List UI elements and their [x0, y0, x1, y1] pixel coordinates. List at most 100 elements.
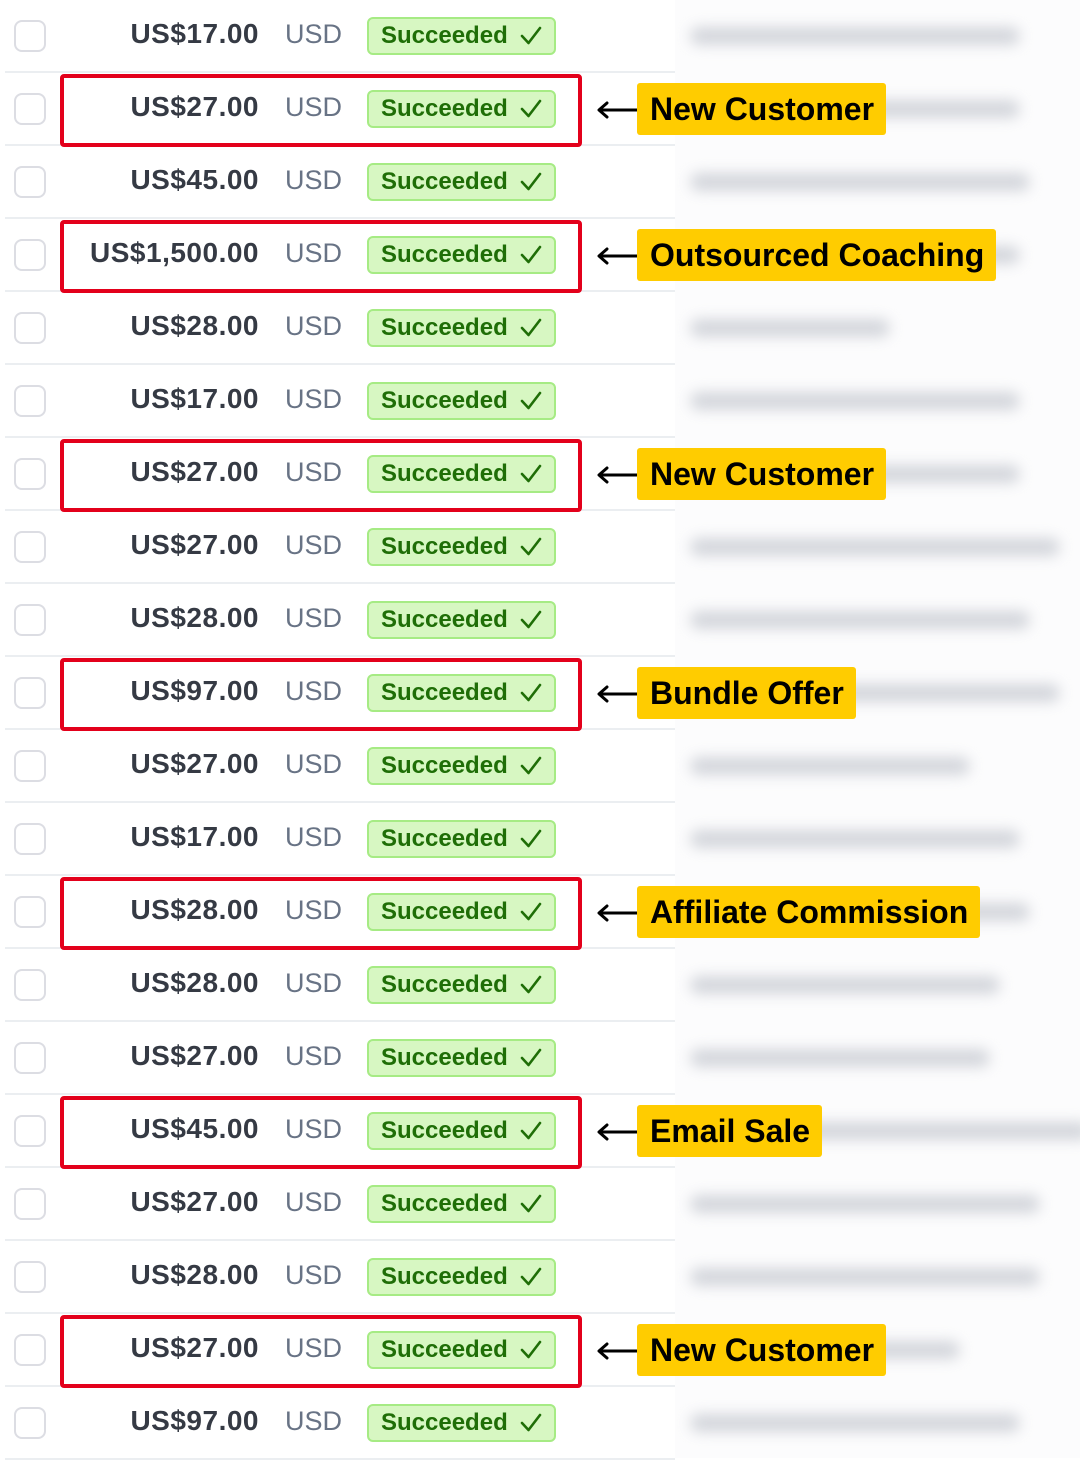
arrow-left-icon: [597, 247, 638, 265]
status-badge: Succeeded: [367, 90, 556, 128]
row-checkbox[interactable]: [14, 604, 46, 636]
annotation-label: New Customer: [637, 1324, 887, 1376]
status-label: Succeeded: [381, 241, 508, 268]
payment-row[interactable]: US$45.00 USD Succeeded: [0, 146, 1080, 219]
highlight-box: [60, 220, 582, 293]
row-divider: [5, 217, 675, 219]
status-badge: Succeeded: [367, 309, 556, 347]
payment-row[interactable]: US$28.00 USD Succeeded: [0, 949, 1080, 1022]
currency: USD: [285, 530, 343, 560]
customer-email-blurred: [690, 173, 1030, 191]
row-checkbox[interactable]: [14, 20, 46, 52]
arrow-left-icon: [597, 685, 638, 703]
row-checkbox[interactable]: [14, 1188, 46, 1220]
payment-row[interactable]: US$17.00 USD Succeeded: [0, 365, 1080, 438]
payment-row[interactable]: US$17.00 USD Succeeded: [0, 803, 1080, 876]
payment-row[interactable]: US$27.00 USD Succeeded: [0, 1314, 1080, 1387]
amount: US$97.00: [130, 1405, 259, 1436]
amount: US$27.00: [130, 529, 259, 560]
status-label: Succeeded: [381, 825, 508, 852]
payment-row[interactable]: US$27.00 USD Succeeded: [0, 730, 1080, 803]
row-checkbox[interactable]: [14, 1261, 46, 1293]
row-checkbox[interactable]: [14, 677, 46, 709]
row-checkbox[interactable]: [14, 312, 46, 344]
check-icon: [520, 391, 542, 410]
row-checkbox[interactable]: [14, 823, 46, 855]
row-checkbox[interactable]: [14, 1042, 46, 1074]
currency: USD: [285, 1333, 343, 1363]
amount: US$27.00: [130, 456, 259, 487]
check-icon: [520, 1194, 542, 1213]
amount: US$27.00: [130, 91, 259, 122]
payment-row[interactable]: US$17.00 USD Succeeded: [0, 0, 1080, 73]
currency: USD: [285, 603, 343, 633]
customer-email-blurred: [690, 830, 1020, 848]
currency: USD: [285, 1114, 343, 1144]
row-divider: [5, 436, 675, 438]
arrow-left-icon: [597, 466, 638, 484]
currency: USD: [285, 1041, 343, 1071]
status-label: Succeeded: [381, 387, 508, 414]
status-label: Succeeded: [381, 533, 508, 560]
status-badge: Succeeded: [367, 236, 556, 274]
row-checkbox[interactable]: [14, 93, 46, 125]
amount: US$28.00: [130, 310, 259, 341]
currency: USD: [285, 1187, 343, 1217]
amount: US$1,500.00: [90, 237, 259, 268]
row-checkbox[interactable]: [14, 1115, 46, 1147]
row-divider: [5, 655, 675, 657]
row-checkbox[interactable]: [14, 458, 46, 490]
highlight-box: [60, 1096, 582, 1169]
annotation-label: New Customer: [637, 83, 887, 135]
row-checkbox[interactable]: [14, 750, 46, 782]
payment-row[interactable]: US$27.00 USD Succeeded: [0, 1168, 1080, 1241]
annotation-label: Affiliate Commission: [637, 886, 981, 938]
status-label: Succeeded: [381, 1263, 508, 1290]
customer-email-blurred: [690, 1195, 1040, 1213]
status-badge: Succeeded: [367, 17, 556, 55]
row-checkbox[interactable]: [14, 1334, 46, 1366]
row-divider: [5, 71, 675, 73]
payment-row[interactable]: US$28.00 USD Succeeded: [0, 292, 1080, 365]
amount: US$97.00: [130, 675, 259, 706]
check-icon: [520, 26, 542, 45]
row-checkbox[interactable]: [14, 239, 46, 271]
amount: US$27.00: [130, 1040, 259, 1071]
annotation-label: Email Sale: [637, 1105, 823, 1157]
highlight-box: [60, 877, 582, 950]
currency: USD: [285, 19, 343, 49]
row-divider: [5, 1093, 675, 1095]
status-label: Succeeded: [381, 679, 508, 706]
row-checkbox[interactable]: [14, 385, 46, 417]
payment-row[interactable]: US$28.00 USD Succeeded: [0, 584, 1080, 657]
amount: US$45.00: [130, 1113, 259, 1144]
payment-row[interactable]: US$27.00 USD Succeeded: [0, 1022, 1080, 1095]
annotation-label: Bundle Offer: [637, 667, 856, 719]
payment-row[interactable]: US$28.00 USD Succeeded: [0, 1241, 1080, 1314]
payment-row[interactable]: US$27.00 USD Succeeded: [0, 511, 1080, 584]
check-icon: [520, 1121, 542, 1140]
currency: USD: [285, 895, 343, 925]
row-checkbox[interactable]: [14, 969, 46, 1001]
status-label: Succeeded: [381, 606, 508, 633]
row-checkbox[interactable]: [14, 1407, 46, 1439]
customer-email-blurred: [690, 538, 1060, 556]
row-checkbox[interactable]: [14, 896, 46, 928]
currency: USD: [285, 238, 343, 268]
row-checkbox[interactable]: [14, 166, 46, 198]
row-checkbox[interactable]: [14, 531, 46, 563]
payment-row[interactable]: US$97.00 USD Succeeded: [0, 1387, 1080, 1460]
customer-email-blurred: [690, 1414, 1020, 1432]
check-icon: [520, 975, 542, 994]
currency: USD: [285, 1260, 343, 1290]
customer-email-blurred: [690, 392, 1020, 410]
check-icon: [520, 1413, 542, 1432]
status-badge: Succeeded: [367, 674, 556, 712]
status-label: Succeeded: [381, 1409, 508, 1436]
arrow-left-icon: [597, 101, 638, 119]
check-icon: [520, 610, 542, 629]
status-label: Succeeded: [381, 1117, 508, 1144]
row-divider: [5, 874, 675, 876]
status-badge: Succeeded: [367, 528, 556, 566]
arrow-left-icon: [597, 1123, 638, 1141]
